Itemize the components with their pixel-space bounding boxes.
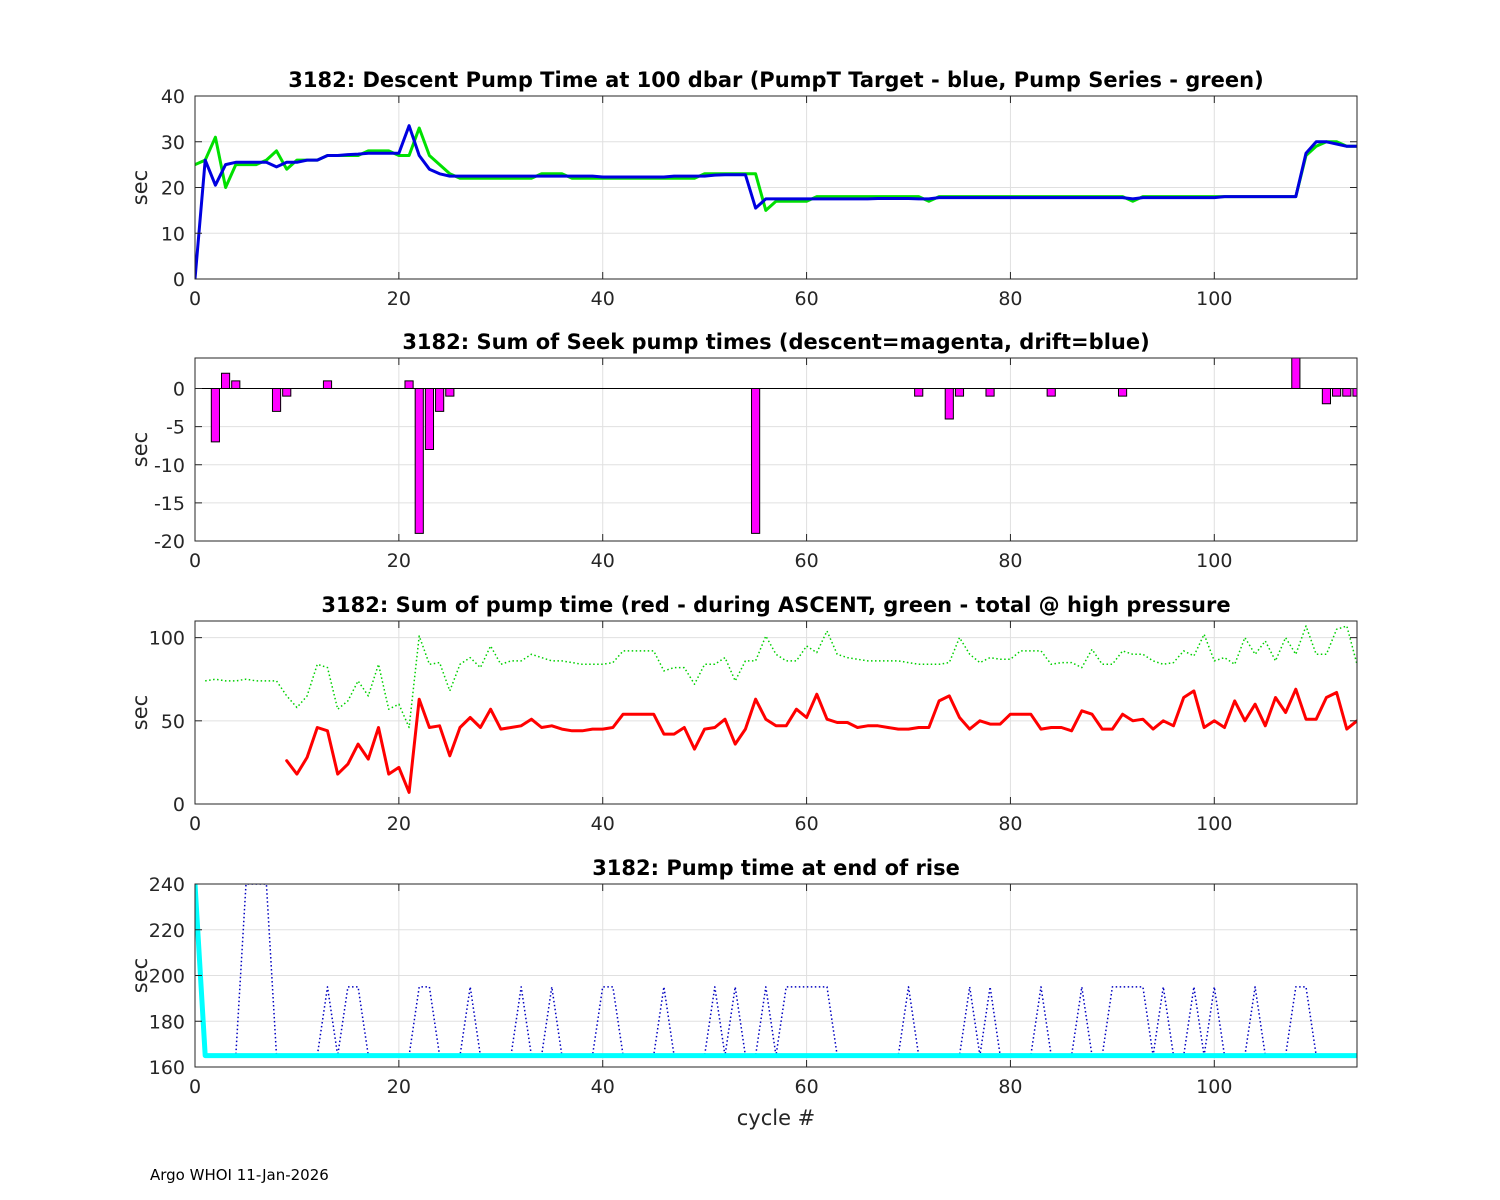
y-axis-label: sec	[128, 170, 152, 205]
chart-title: 3182: Sum of pump time (red - during ASC…	[321, 593, 1230, 617]
x-tick-label: 20	[387, 1076, 411, 1098]
chart-panel-2: 0 20 40 60 80 100 -20 -15 -10 -5 0 3182: Sum of See…	[128, 330, 1358, 572]
x-tick-label: 80	[998, 550, 1022, 572]
bar	[985, 388, 995, 397]
chart-title: 3182: Descent Pump Time at 100 dbar (Pum…	[288, 68, 1263, 92]
series-line-2	[195, 124, 1357, 279]
y-tick-label: 220	[149, 920, 185, 942]
plot-area	[195, 358, 1357, 541]
bar	[1352, 388, 1357, 397]
x-tick-label: 0	[189, 1076, 201, 1098]
chart-title: 3182: Sum of Seek pump times (descent=ma…	[402, 330, 1149, 354]
x-tick-label: 20	[387, 288, 411, 310]
bar	[221, 372, 231, 389]
bar	[1332, 388, 1342, 397]
plot-area	[195, 621, 1357, 804]
x-tick-label: 20	[387, 550, 411, 572]
bar	[1321, 388, 1331, 405]
y-tick-label: 20	[161, 178, 185, 200]
x-tick-label: 80	[998, 288, 1022, 310]
y-tick-label: 240	[149, 874, 185, 896]
x-tick-label: 100	[1196, 1076, 1232, 1098]
y-axis-label: sec	[128, 695, 152, 730]
bar	[322, 380, 333, 389]
plot-marks	[195, 884, 1357, 1059]
y-tick-label: -15	[154, 493, 185, 515]
bar	[1046, 388, 1056, 397]
y-tick-label: 0	[173, 794, 185, 816]
y-axis-label: sec	[128, 958, 152, 993]
series-line-2	[285, 687, 1357, 794]
x-tick-label: 60	[794, 288, 818, 310]
y-tick-label: -20	[154, 531, 185, 553]
plot-marks	[195, 358, 1357, 534]
y-tick-label: 100	[149, 628, 185, 650]
x-tick-label: 0	[189, 813, 201, 835]
y-tick-label: 0	[173, 269, 185, 291]
x-tick-label: 60	[794, 550, 818, 572]
x-axis-label: cycle #	[737, 1106, 816, 1130]
x-tick-label: 20	[387, 813, 411, 835]
bar	[1291, 358, 1301, 389]
y-tick-label: 180	[149, 1011, 185, 1033]
bar	[271, 388, 282, 412]
bar	[414, 388, 424, 534]
bar	[445, 388, 455, 397]
x-tick-label: 60	[794, 1076, 818, 1098]
x-tick-label: 60	[794, 813, 818, 835]
plot-marks	[205, 625, 1357, 794]
bar	[1342, 388, 1352, 397]
x-tick-label: 100	[1196, 288, 1232, 310]
bar	[914, 388, 924, 397]
y-tick-label: -10	[154, 455, 185, 477]
bar	[1117, 388, 1128, 397]
footer-label: Argo WHOI 11-Jan-2026	[150, 1166, 329, 1184]
chart-panel-3: 0 20 40 60 80 100 0 50 100 3182: Sum of pump time…	[128, 593, 1358, 835]
bar	[231, 380, 241, 389]
y-tick-label: 50	[161, 711, 185, 733]
y-tick-label: 40	[161, 86, 185, 108]
bar	[210, 388, 220, 443]
y-tick-label: 0	[173, 379, 185, 401]
y-tick-label: 200	[149, 966, 185, 988]
y-tick-label: -5	[166, 417, 185, 439]
bar	[404, 380, 414, 389]
axes-frame	[194, 620, 1358, 805]
y-axis-label: sec	[128, 432, 152, 467]
y-tick-label: 10	[161, 223, 185, 245]
x-tick-label: 40	[591, 813, 615, 835]
x-tick-label: 80	[998, 1076, 1022, 1098]
x-tick-label: 40	[591, 550, 615, 572]
x-tick-label: 40	[591, 288, 615, 310]
axes-frame	[194, 357, 1358, 542]
bar	[282, 388, 292, 397]
bar	[954, 388, 965, 397]
y-tick-label: 30	[161, 132, 185, 154]
bar	[751, 388, 761, 534]
x-tick-label: 100	[1196, 550, 1232, 572]
chart-panel-4: 0 20 40 60 80 100 160 180 200 220 240 3182: Pump ti…	[128, 856, 1358, 1130]
y-tick-label: 160	[149, 1057, 185, 1079]
x-tick-label: 40	[591, 1076, 615, 1098]
bar	[424, 388, 435, 450]
series-line-2	[195, 884, 1357, 1059]
series-line-1	[205, 625, 1357, 729]
x-tick-label: 0	[189, 550, 201, 572]
x-tick-label: 80	[998, 813, 1022, 835]
chart-panel-1: 0 20 40 60 80 100 0 10 20 30 40 3182: Descent Pump …	[128, 68, 1358, 310]
bar	[435, 388, 445, 412]
bar	[944, 388, 954, 420]
x-tick-label: 100	[1196, 813, 1232, 835]
plot-marks	[195, 124, 1357, 279]
x-tick-label: 0	[189, 288, 201, 310]
chart-title: 3182: Pump time at end of rise	[592, 856, 960, 880]
